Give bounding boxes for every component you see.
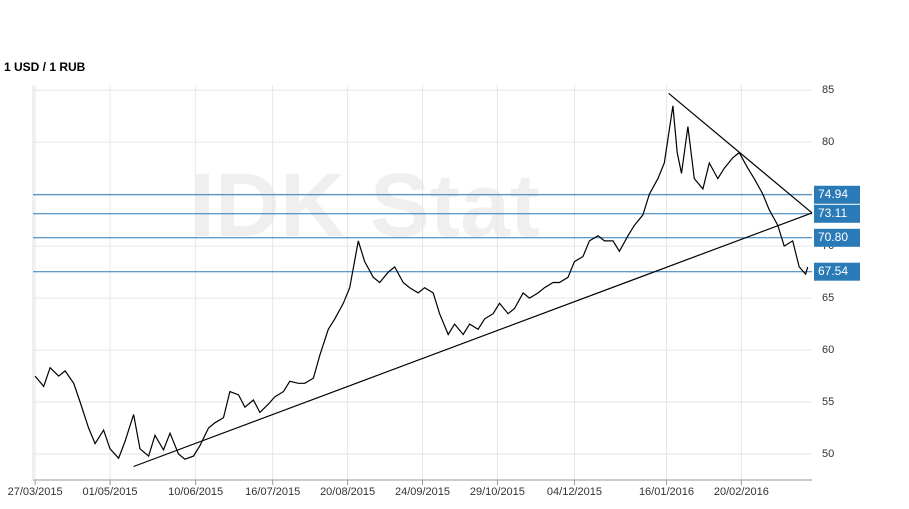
level-label-box xyxy=(814,204,860,223)
x-tick-label: 04/12/2015 xyxy=(547,486,602,498)
price-line xyxy=(34,105,809,460)
x-tick-label: 24/09/2015 xyxy=(395,486,450,498)
x-tick-label: 16/07/2015 xyxy=(245,486,300,498)
level-label: 73.11 xyxy=(818,206,847,220)
level-label: 70.80 xyxy=(818,230,848,244)
y-tick-label: 50 xyxy=(822,448,834,460)
level-label-box xyxy=(814,185,860,204)
trend-line xyxy=(133,212,813,468)
x-tick-label: 10/06/2015 xyxy=(168,486,223,498)
watermark: IDK Stat xyxy=(190,156,540,256)
x-tick-label: 01/05/2015 xyxy=(83,486,138,498)
chart-title: 1 USD / 1 RUB xyxy=(4,60,86,74)
x-tick-label: 29/10/2015 xyxy=(470,486,525,498)
y-tick-label: 55 xyxy=(822,396,834,408)
x-tick-label: 16/01/2016 xyxy=(639,486,694,498)
y-tick-label: 85 xyxy=(822,84,834,96)
level-label-box xyxy=(814,262,860,281)
level-label: 67.54 xyxy=(818,264,848,278)
y-tick-label: 80 xyxy=(822,136,834,148)
x-tick-label: 27/03/2015 xyxy=(8,486,63,498)
y-tick-label: 65 xyxy=(822,292,834,304)
level-label-box xyxy=(814,228,860,247)
x-tick-label: 20/08/2015 xyxy=(320,486,375,498)
level-label: 74.94 xyxy=(818,187,848,201)
x-tick-label: 20/02/2016 xyxy=(714,486,769,498)
trend-line xyxy=(668,92,813,214)
y-tick-label: 60 xyxy=(822,344,834,356)
